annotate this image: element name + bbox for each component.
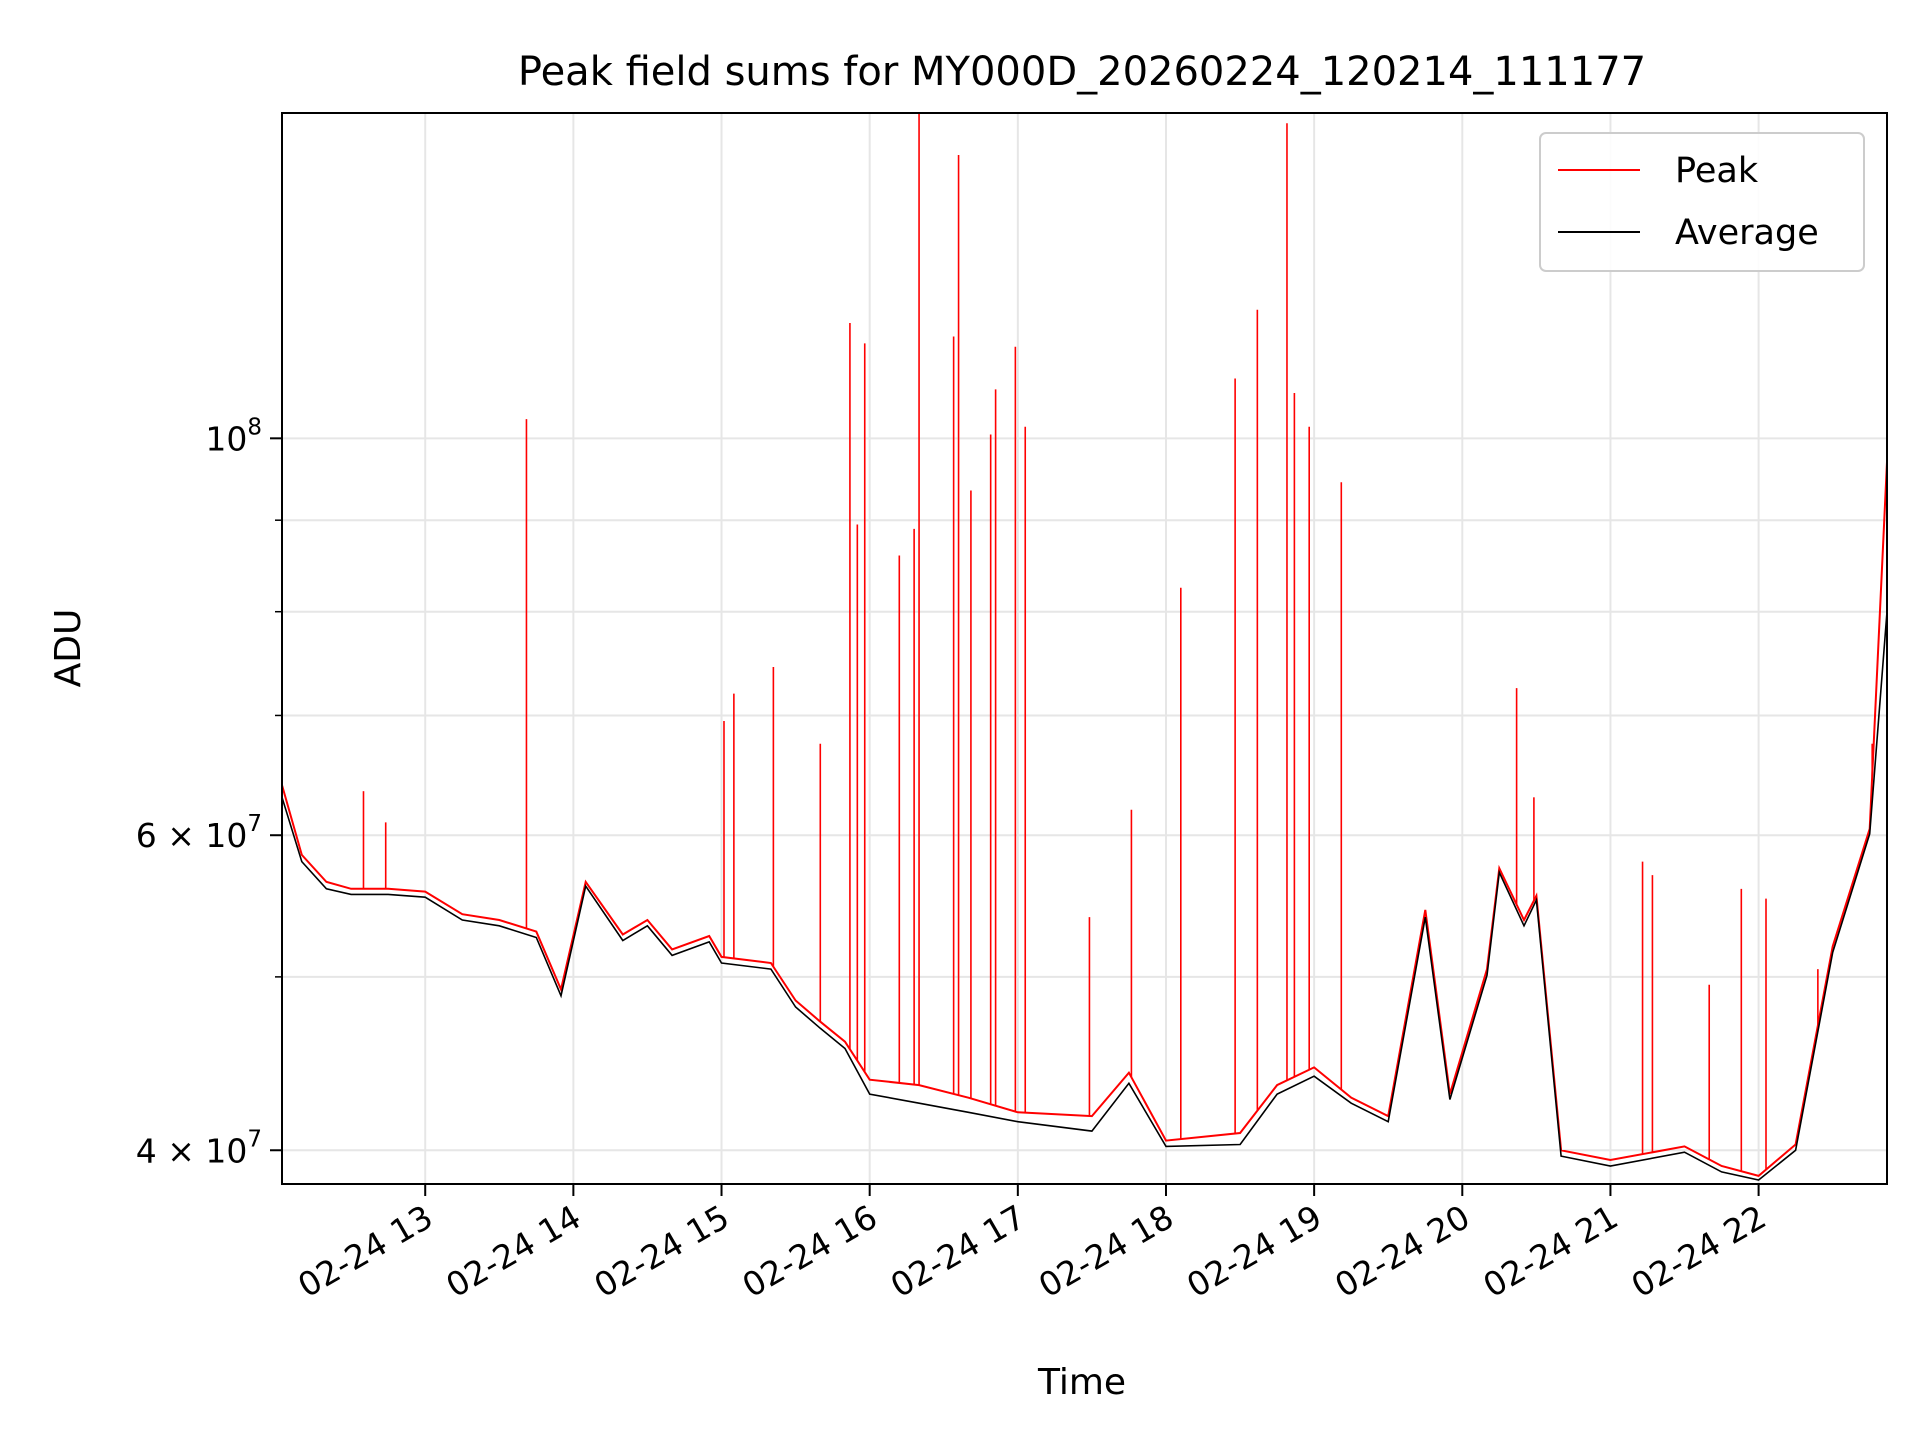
legend-label-peak: Peak [1675, 151, 1759, 191]
chart-title: Peak field sums for MY000D_20260224_1202… [518, 49, 1646, 95]
y-tick-label-exponent: 7 [247, 811, 262, 837]
series-layer [282, 113, 1887, 1181]
peak-series-line [282, 461, 1887, 1178]
y-tick-label-base: 6 × 10 [136, 816, 248, 855]
y-tick-label-exponent: 8 [247, 414, 262, 440]
y-tick-label: 108 [205, 414, 262, 458]
average-series-line [282, 611, 1887, 1181]
y-tick-label-base: 10 [205, 419, 247, 458]
y-tick-label-base: 4 × 10 [136, 1131, 248, 1170]
y-tick-label-exponent: 7 [247, 1126, 262, 1152]
legend: Peak Average [1539, 132, 1865, 272]
y-axis-label: ADU [48, 609, 89, 688]
x-axis-label: Time [1037, 1362, 1126, 1403]
legend-box [1539, 132, 1865, 272]
y-tick-label: 4 × 107 [136, 1126, 262, 1170]
plot-frame [281, 112, 1888, 1185]
legend-label-average: Average [1675, 213, 1819, 253]
grid [282, 113, 1887, 1184]
y-tick-label: 6 × 107 [136, 811, 262, 855]
series-group [282, 113, 1887, 1181]
